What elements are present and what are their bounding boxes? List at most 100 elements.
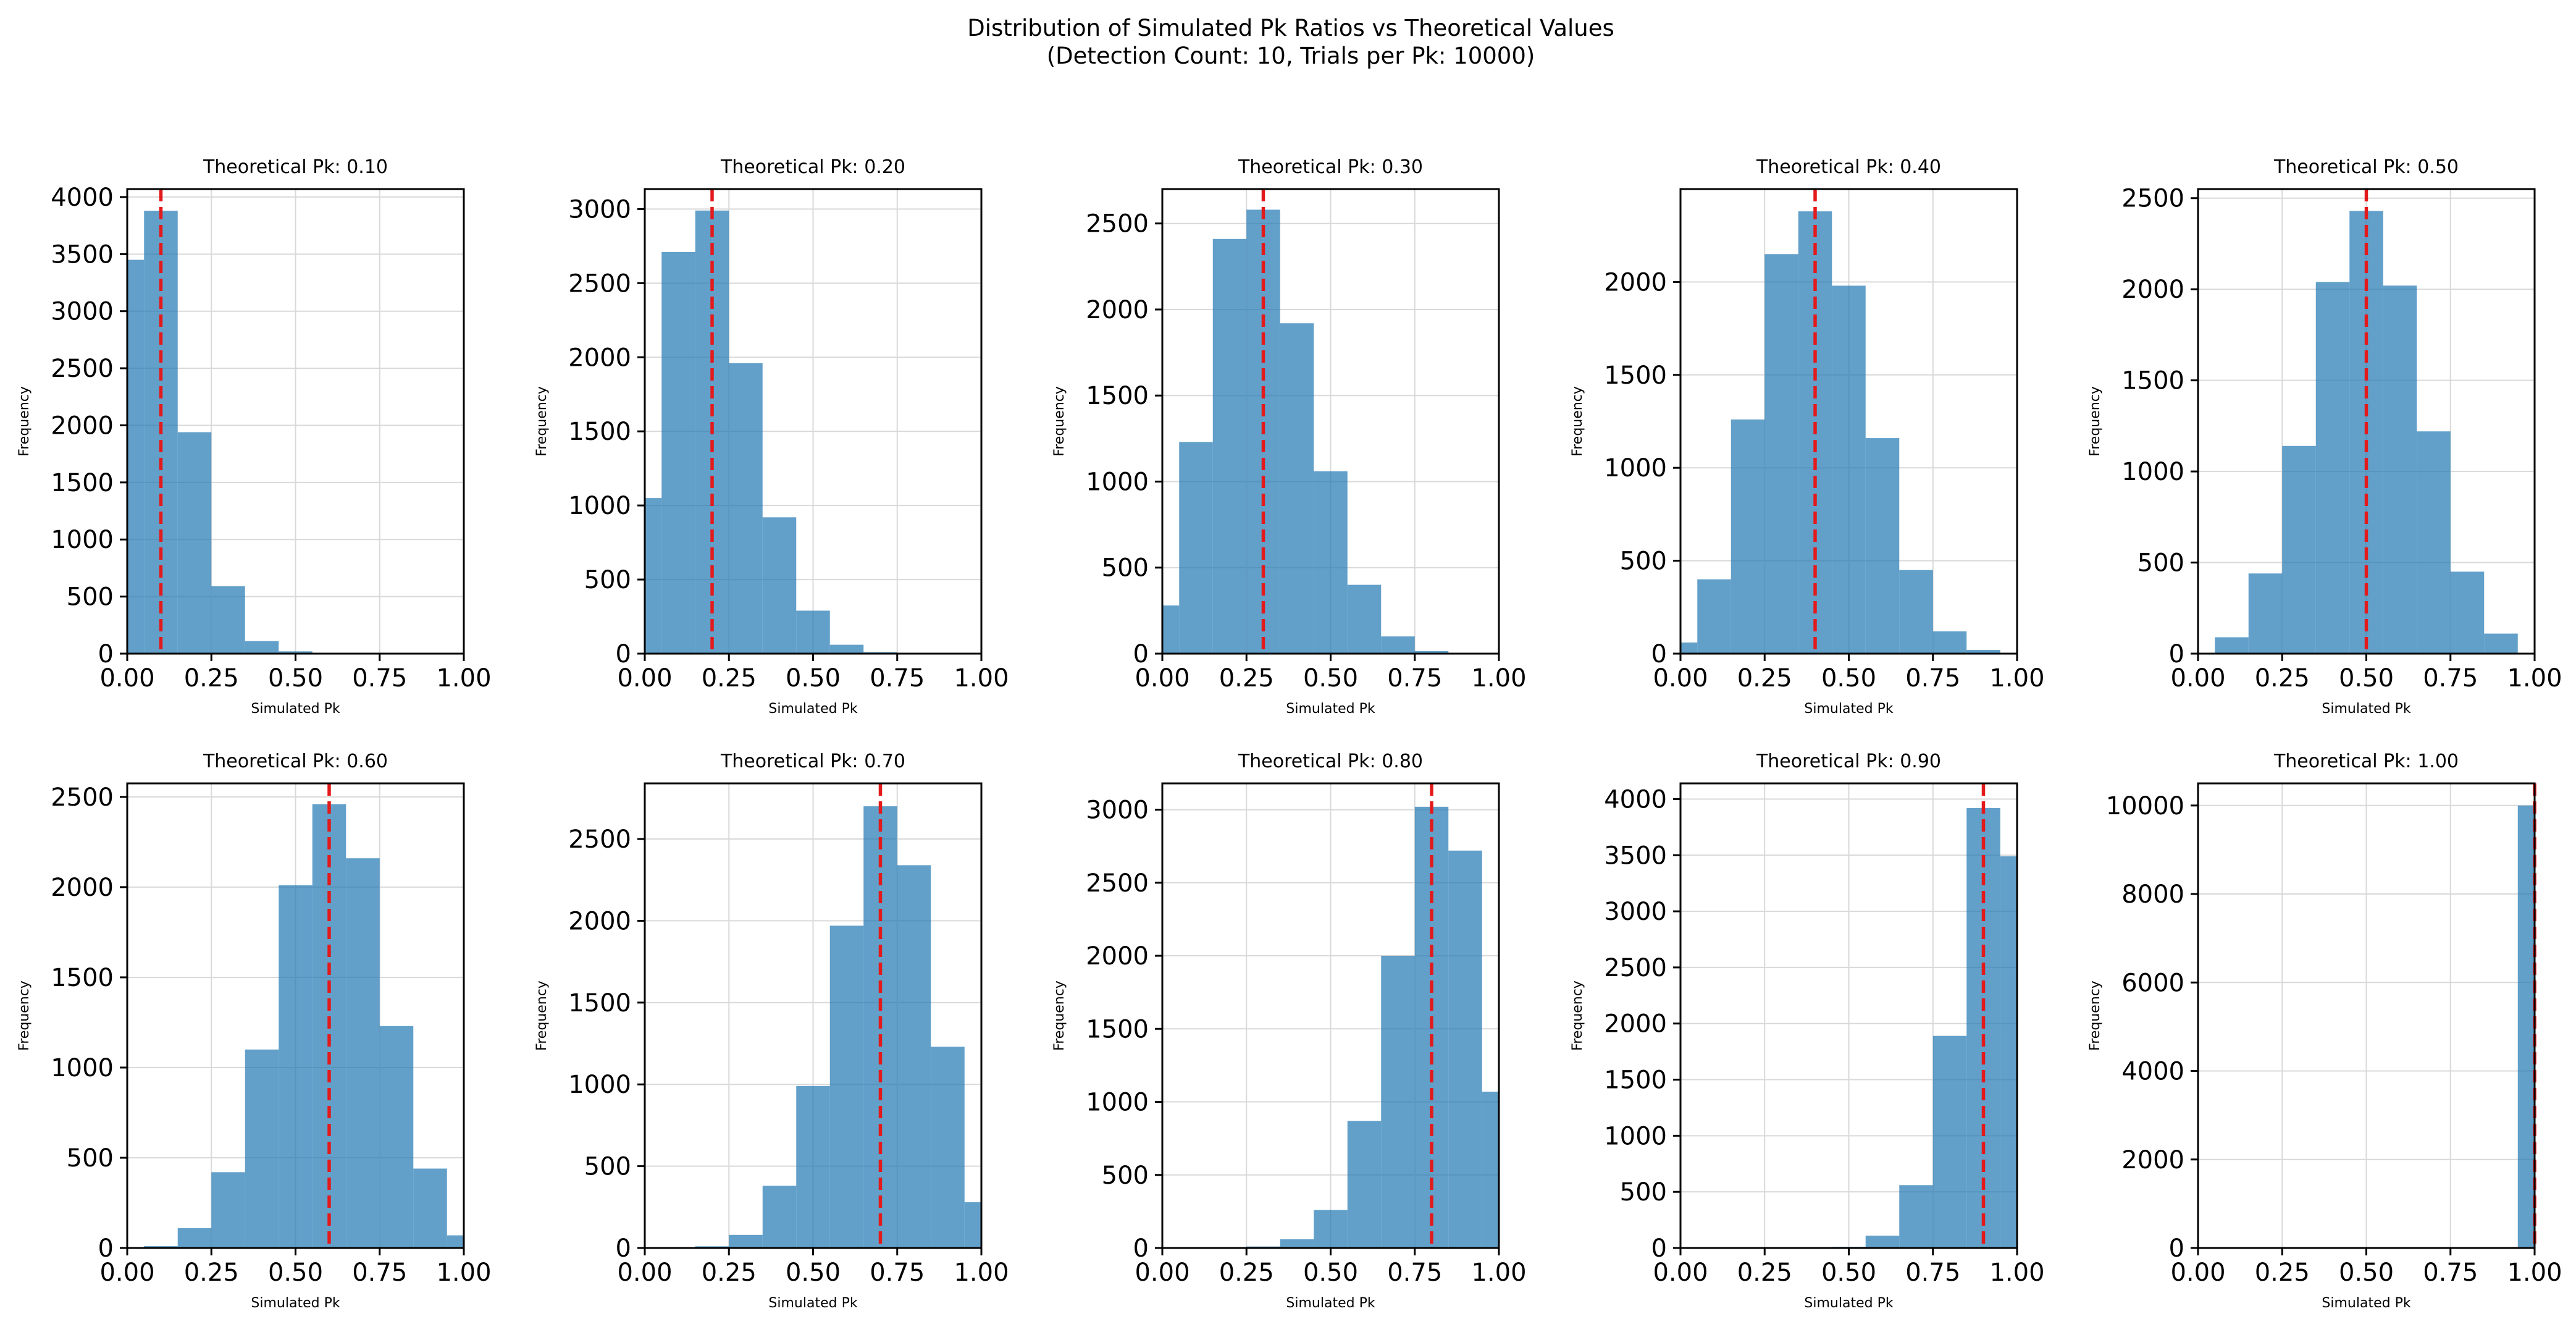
y-tick-label: 3500 — [51, 240, 114, 269]
histogram-bar — [931, 1047, 965, 1248]
x-tick-label: 0.25 — [1219, 664, 1274, 693]
x-tick-label: 1.00 — [436, 1258, 491, 1287]
y-tick-label: 4000 — [51, 183, 114, 212]
x-tick-label: 0.00 — [617, 664, 672, 693]
histogram-bar — [1899, 570, 1933, 654]
histogram-panel: 0.00 0.25 0.50 0.75 1.00 0 2000 4000 6000 8000 100… — [2087, 751, 2562, 1311]
x-tick-label: 0.75 — [1387, 1258, 1442, 1287]
y-tick-label: 1500 — [2121, 367, 2184, 395]
x-axis-label: Simulated Pk — [2322, 701, 2410, 717]
y-tick-label: 3000 — [51, 298, 114, 326]
x-tick-label: 0.00 — [99, 664, 154, 693]
y-tick-label: 6000 — [2121, 969, 2184, 997]
histogram-panel: 0.00 0.25 0.50 0.75 1.00 0 500 1000 1500 2000 2500… — [1052, 751, 1527, 1311]
histogram-bar — [447, 1235, 464, 1248]
x-tick-label: 1.00 — [1989, 1258, 2044, 1287]
x-tick-label: 0.25 — [184, 664, 239, 693]
figure-title: Distribution of Simulated Pk Ratios vs T… — [967, 15, 1614, 41]
x-tick-label: 0.25 — [184, 1258, 239, 1287]
y-tick-label: 2000 — [568, 344, 631, 372]
histogram-panel: 0.00 0.25 0.50 0.75 1.00 0 500 1000 1500 2000 2500… — [2087, 156, 2562, 717]
y-axis-label: Frequency — [1570, 980, 1585, 1051]
histogram-bar — [1347, 1121, 1382, 1248]
x-tick-label: 0.75 — [2423, 1258, 2478, 1287]
y-tick-label: 1500 — [51, 469, 114, 497]
x-tick-label: 0.00 — [1653, 664, 1708, 693]
y-tick-label: 0 — [616, 640, 631, 668]
y-axis-label: Frequency — [534, 386, 550, 457]
histogram-bar — [1697, 579, 1731, 654]
y-tick-label: 2500 — [568, 269, 631, 298]
panel-title: Theoretical Pk: 1.00 — [2273, 751, 2459, 772]
x-axis-label: Simulated Pk — [1804, 1296, 1893, 1311]
panel-title: Theoretical Pk: 0.60 — [203, 751, 388, 772]
histogram-bar — [211, 1172, 245, 1248]
histogram-bar — [1162, 605, 1180, 654]
y-axis-label: Frequency — [17, 980, 32, 1051]
y-tick-label: 0 — [2169, 640, 2184, 668]
x-tick-label: 0.50 — [1303, 1258, 1358, 1287]
histogram-bar — [1280, 323, 1314, 654]
y-tick-label: 4000 — [2121, 1058, 2184, 1086]
histogram-bar — [279, 885, 313, 1248]
histogram-bar — [1764, 254, 1798, 654]
y-tick-label: 2500 — [1086, 869, 1149, 898]
y-tick-label: 3000 — [1086, 796, 1149, 825]
y-tick-label: 1500 — [51, 964, 114, 992]
y-tick-label: 3500 — [1604, 841, 1667, 870]
histogram-bar — [177, 432, 212, 654]
x-tick-label: 1.00 — [1989, 664, 2044, 693]
histogram-bar — [2000, 856, 2017, 1248]
x-tick-label: 0.00 — [99, 1258, 154, 1287]
histogram-bar — [1347, 584, 1382, 654]
y-tick-label: 1500 — [568, 418, 631, 446]
histogram-bar — [177, 1228, 212, 1248]
histogram-panel: 0.00 0.25 0.50 0.75 1.00 0 500 1000 1500 2000 2500… — [1052, 156, 1527, 717]
x-tick-label: 0.25 — [1737, 1258, 1792, 1287]
y-axis-label: Frequency — [1052, 980, 1067, 1051]
histogram-bar — [645, 498, 662, 654]
histogram-bar — [1865, 1236, 1900, 1248]
histogram-bar — [1280, 1239, 1314, 1248]
histogram-panel: 0.00 0.25 0.50 0.75 1.00 0 500 1000 1500 2000 2500… — [17, 751, 492, 1311]
y-tick-label: 0 — [1133, 640, 1149, 668]
histogram-bar — [1680, 642, 1698, 654]
x-axis-label: Simulated Pk — [1286, 701, 1375, 717]
y-tick-label: 0 — [2169, 1234, 2184, 1263]
x-tick-label: 0.75 — [352, 1258, 407, 1287]
x-tick-label: 0.50 — [268, 664, 323, 693]
y-tick-label: 500 — [1102, 1161, 1149, 1190]
y-tick-label: 1000 — [568, 1071, 631, 1099]
x-axis-label: Simulated Pk — [251, 1296, 340, 1311]
y-tick-label: 1500 — [1086, 382, 1149, 410]
panel-title: Theoretical Pk: 0.30 — [1238, 156, 1423, 178]
y-tick-label: 2000 — [2121, 1146, 2184, 1174]
x-tick-label: 0.50 — [2339, 1258, 2394, 1287]
y-tick-label: 1000 — [51, 1054, 114, 1082]
x-tick-label: 0.25 — [702, 1258, 757, 1287]
histogram-panel: 0.00 0.25 0.50 0.75 1.00 0 500 1000 1500 2000 2500… — [534, 751, 1009, 1311]
panel-title: Theoretical Pk: 0.20 — [720, 156, 905, 178]
x-tick-label: 0.50 — [786, 1258, 841, 1287]
x-axis-label: Simulated Pk — [251, 701, 340, 717]
x-tick-label: 0.75 — [1387, 664, 1442, 693]
y-tick-label: 4000 — [1604, 785, 1667, 814]
y-tick-label: 8000 — [2121, 880, 2184, 909]
y-axis-label: Frequency — [2087, 386, 2103, 457]
histogram-bar — [796, 610, 830, 654]
x-tick-label: 0.25 — [2255, 664, 2310, 693]
y-tick-label: 500 — [1620, 547, 1667, 576]
y-tick-label: 2500 — [51, 355, 114, 383]
y-tick-label: 3000 — [1604, 898, 1667, 926]
x-tick-label: 1.00 — [1471, 664, 1526, 693]
y-tick-label: 2000 — [51, 411, 114, 440]
panel-title: Theoretical Pk: 0.70 — [720, 751, 905, 772]
y-tick-label: 2000 — [1086, 942, 1149, 971]
histogram-bar — [1932, 1035, 1967, 1248]
y-tick-label: 1500 — [568, 989, 631, 1018]
histogram-bar — [2417, 431, 2451, 654]
y-axis-label: Frequency — [2087, 980, 2103, 1051]
y-tick-label: 1000 — [568, 492, 631, 520]
x-axis-label: Simulated Pk — [2322, 1296, 2410, 1311]
histogram-bar — [1899, 1185, 1933, 1248]
